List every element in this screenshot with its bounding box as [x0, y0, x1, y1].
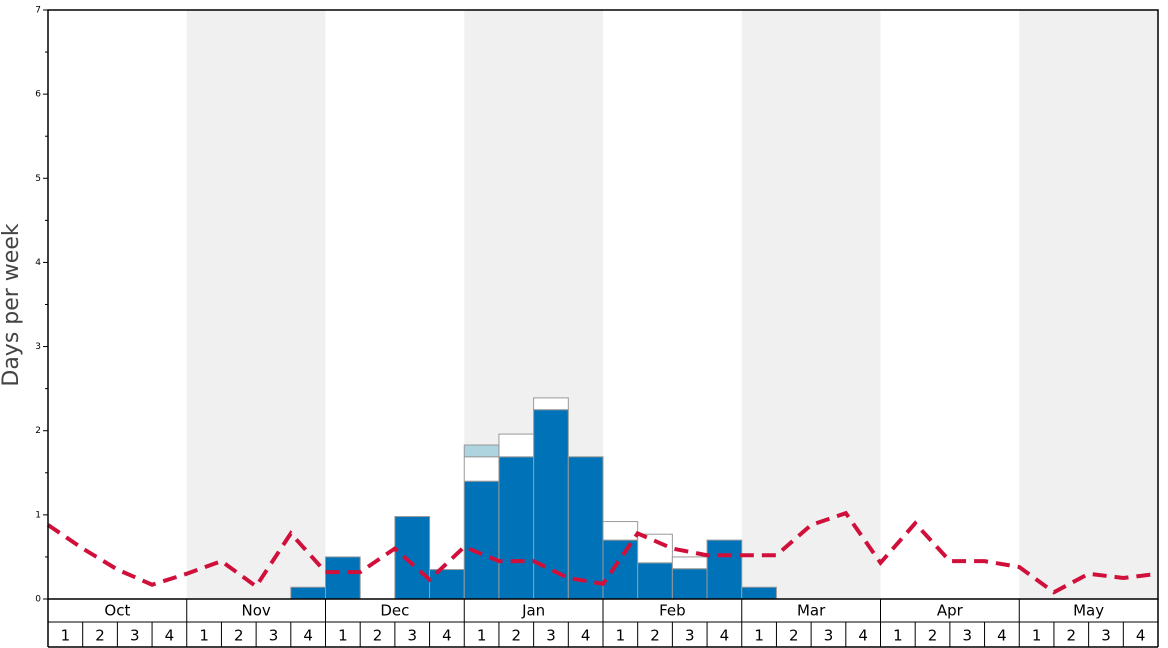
week-label: 3: [130, 627, 140, 645]
month-label: Jan: [521, 602, 545, 620]
bar: [325, 556, 361, 600]
week-label: 1: [616, 627, 626, 645]
y-tick-label: 4: [35, 258, 41, 268]
week-label: 1: [61, 627, 71, 645]
week-label: 2: [373, 627, 383, 645]
week-label: 1: [477, 627, 487, 645]
week-label: 4: [165, 627, 175, 645]
week-label: 3: [685, 627, 695, 645]
shaded-band: [1019, 10, 1158, 599]
bar: [429, 569, 465, 600]
week-label: 2: [928, 627, 938, 645]
week-label: 3: [546, 627, 556, 645]
shaded-band: [741, 10, 881, 599]
bar: [463, 480, 500, 600]
month-label: Oct: [104, 602, 130, 620]
week-label: 2: [234, 627, 244, 645]
y-tick-label: 1: [35, 510, 41, 520]
bar: [741, 586, 777, 600]
bar: [533, 397, 569, 411]
average-line: [46, 510, 1159, 595]
week-label: 2: [789, 627, 799, 645]
bar: [463, 456, 500, 482]
week-label: 4: [581, 627, 591, 645]
week-label: 3: [269, 627, 279, 645]
bar: [498, 433, 535, 458]
week-label: 3: [407, 627, 417, 645]
bar: [602, 521, 639, 541]
bar: [533, 409, 569, 600]
y-tick-label: 7: [35, 6, 41, 16]
week-label: 2: [1067, 627, 1077, 645]
week-label: 3: [1101, 627, 1111, 645]
y-tick-label: 6: [35, 90, 41, 100]
week-label: 2: [512, 627, 522, 645]
month-label: Feb: [659, 602, 686, 620]
week-label: 2: [95, 627, 105, 645]
month-label: May: [1073, 602, 1104, 620]
bar: [602, 539, 639, 600]
y-tick-label: 0: [35, 595, 41, 605]
bar: [671, 568, 708, 600]
week-label: 1: [199, 627, 209, 645]
week-label: 3: [824, 627, 834, 645]
y-tick-label: 2: [35, 426, 41, 436]
bar: [498, 456, 535, 600]
week-label: 4: [997, 627, 1007, 645]
bar: [706, 539, 743, 600]
shaded-band: [186, 10, 326, 599]
bar: [394, 516, 431, 600]
bar: [637, 562, 673, 600]
month-label: Mar: [797, 602, 826, 620]
week-label: 4: [858, 627, 868, 645]
y-axis-label: Days per week: [0, 223, 24, 386]
bar: [290, 586, 326, 600]
month-label: Apr: [937, 602, 964, 620]
month-label: Dec: [380, 602, 409, 620]
y-tick-label: 3: [35, 342, 41, 352]
bar: [671, 556, 708, 570]
week-label: 2: [650, 627, 660, 645]
week-label: 1: [1032, 627, 1042, 645]
week-label: 4: [720, 627, 730, 645]
week-label: 3: [962, 627, 972, 645]
week-label: 4: [303, 627, 313, 645]
week-label: 1: [893, 627, 903, 645]
week-label: 1: [754, 627, 764, 645]
week-label: 1: [338, 627, 348, 645]
bar: [463, 444, 500, 458]
week-label: 4: [442, 627, 452, 645]
y-tick-label: 5: [35, 174, 41, 184]
week-label: 4: [1136, 627, 1146, 645]
month-label: Nov: [241, 602, 270, 620]
bar: [637, 533, 673, 564]
